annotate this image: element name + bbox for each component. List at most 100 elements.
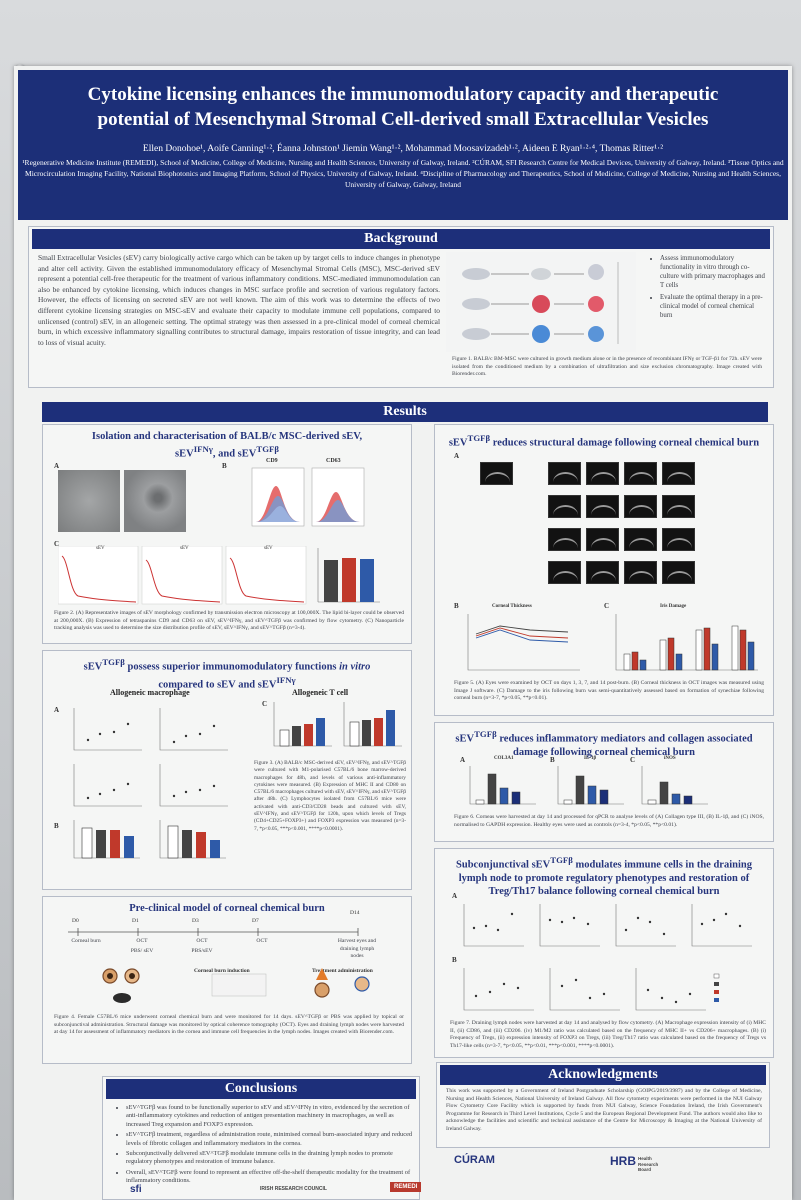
oct-image (662, 561, 695, 584)
struct-label-b: B (454, 602, 459, 610)
immuno-title-b: possess superior immunomodulatory functi… (124, 661, 340, 673)
tcell-label: Allogeneic T cell (292, 688, 349, 697)
author-list: Ellen Donohoe¹, Aoife Canning¹·², Éanna … (142, 144, 664, 154)
figure-3-caption: Figure 3. (A) BALB/c MSC-derived sEV, sE… (254, 760, 406, 832)
oct-image (586, 462, 619, 485)
immuno-title-em: in vitro (339, 661, 371, 673)
structural-title-a: sEV (448, 437, 468, 449)
day-1: D1 (132, 918, 139, 924)
inflammatory-title-a-sup: TGFβ (474, 729, 497, 739)
inflammatory-title-b: reduces inflammatory mediators and colla… (496, 733, 753, 758)
isolation-title: Isolation and characterisation of BALB/c… (50, 430, 404, 461)
results-heading: Results (42, 402, 768, 422)
conclusion-item: Subconjunctivally delivered sEV^TGFβ mod… (126, 1150, 414, 1167)
oct-image (548, 528, 581, 551)
poster-header: Cytokine licensing enhances the immunomo… (18, 70, 788, 220)
lymph-title-a-sup: TGFβ (550, 855, 573, 865)
oct-image (548, 495, 581, 518)
day-3: D3 (192, 918, 199, 924)
qpcr-bar-charts (469, 766, 708, 805)
event-oct-3: OCT (256, 938, 268, 944)
event-harvest: Harvest eyes and draining lymph nodes (337, 938, 377, 960)
oct-image (586, 495, 619, 518)
immuno-label-b: B (54, 822, 59, 830)
inflam-label-a: A (460, 756, 466, 764)
conclusion-item: Overall, sEV^TGFβ were found to represen… (126, 1169, 414, 1186)
oct-image (662, 462, 695, 485)
corneal-thickness-title: Corneal Thickness (492, 604, 532, 609)
day-14: D14 (350, 910, 360, 916)
isolation-title-b-sup: IFNγ (193, 444, 213, 454)
acknowledgments-heading: Acknowledgments (440, 1065, 766, 1085)
nta-bar-sev (324, 560, 338, 602)
immuno-title-c-sup: IFNγ (276, 674, 296, 685)
lymph-title-b: modulates immune cells in the draining l… (458, 859, 752, 897)
background-heading: Background (32, 229, 770, 249)
isolation-title-b: sEV (175, 448, 194, 460)
gene-inos: iNOS (664, 756, 676, 761)
oct-image (662, 528, 695, 551)
nta-label-2: sEV (180, 546, 189, 551)
nta-bar-ifn (342, 558, 356, 602)
affiliations: ¹Regenerative Medicine Institute (REMEDI… (22, 158, 784, 189)
nta-distribution (58, 546, 307, 605)
background-box (28, 226, 774, 388)
lymph-treg-plots (463, 968, 720, 1011)
isolation-box (42, 424, 412, 644)
panel-label-c: C (54, 540, 60, 548)
event-burn: Corneal burn (71, 938, 101, 944)
nta-label-3: sEV (264, 546, 273, 551)
corneal-thickness-chart (467, 614, 580, 671)
background-bullets: Assess immunomodulatory functionality in… (650, 254, 766, 323)
background-text: Small Extracellular Vesicles (sEV) carry… (38, 253, 440, 347)
structural-title: sEVTGFβ reduces structural damage follow… (440, 432, 768, 450)
figure-4-caption: Figure 4. Female C57BL/6 mice underwent … (54, 1014, 404, 1036)
lymph-title-a: Subconjunctival sEV (456, 859, 551, 871)
figure-1-caption: Figure 1. BALB/c BM-MSC were cultured in… (452, 356, 762, 378)
hrb-subtitle: Health Research Board (638, 1156, 659, 1172)
preclinical-timeline (68, 928, 359, 936)
gene-il1b: IL-1β (584, 756, 597, 761)
immuno-title-a: sEV (83, 661, 103, 673)
sfi-logo: sfi (130, 1184, 142, 1195)
oct-image (624, 495, 657, 518)
oct-image (586, 561, 619, 584)
macrophage-cytokine-plots (73, 708, 228, 807)
event-pbs-1: PBS/ sEV (130, 948, 154, 954)
cd63-label: CD63 (326, 458, 341, 464)
oct-image (662, 495, 695, 518)
poster-title: Cytokine licensing enhances the immunomo… (18, 70, 788, 132)
event-pbs-2: PBS/sEV (191, 948, 213, 954)
burn-induction-label: Corneal burn induction (194, 968, 250, 974)
preclinical-title: Pre-clinical model of corneal chemical b… (129, 903, 325, 914)
background-bullet: Assess immunomodulatory functionality in… (660, 254, 766, 290)
macrophage-label: Allogeneic macrophage (110, 688, 190, 697)
inflammatory-title-a: sEV (455, 733, 475, 745)
title-line-2: potential of Mesenchymal Stromal Cell-de… (97, 109, 709, 130)
conclusion-item: sEV^TGFβ treatment, regardless of admini… (126, 1131, 414, 1148)
iris-damage-title: Iris Damage (660, 604, 687, 609)
tcell-bar-plots (273, 702, 402, 747)
isolation-title-a: Isolation and characterisation of BALB/c… (91, 431, 363, 442)
macrophage-mhc-bars (73, 820, 226, 859)
struct-label-a: A (454, 452, 460, 460)
immuno-title-a-sup: TGFβ (102, 657, 125, 667)
conclusions-heading: Conclusions (106, 1079, 416, 1099)
nta-label-1: sEV (96, 546, 105, 551)
struct-label-c: C (604, 602, 610, 610)
lymph-macrophage-plots (463, 904, 752, 947)
background-bullet: Evaluate the optimal therapy in a pre-cl… (660, 293, 766, 320)
remedi-logo: REMEDI (390, 1182, 422, 1192)
figure-5-caption: Figure 5. (A) Eyes were examined by OCT … (454, 680, 764, 702)
lymph-label-a: A (452, 892, 458, 900)
conclusion-item: sEV^TGFβ was found to be functionally su… (126, 1104, 414, 1129)
oct-image (624, 528, 657, 551)
structural-title-a-sup: TGFβ (467, 433, 491, 443)
immuno-label-a: A (54, 706, 60, 714)
lymph-box (434, 848, 774, 1058)
inflam-label-c: C (630, 756, 636, 764)
figure-1-schematic (446, 252, 636, 352)
immuno-title: sEVTGFβ possess superior immunomodulator… (50, 656, 404, 691)
oct-image (586, 528, 619, 551)
event-oct-1: OCT (136, 938, 148, 944)
